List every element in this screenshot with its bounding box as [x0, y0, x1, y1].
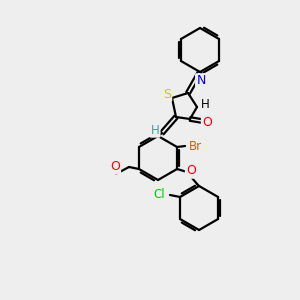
Text: Br: Br [188, 140, 202, 152]
Text: O: O [110, 160, 120, 173]
Text: Cl: Cl [153, 188, 165, 202]
Text: S: S [163, 88, 171, 100]
Text: H: H [201, 98, 209, 110]
Text: O: O [202, 116, 212, 128]
Text: H: H [151, 124, 159, 136]
Text: N: N [196, 74, 206, 88]
Text: O: O [186, 164, 196, 178]
